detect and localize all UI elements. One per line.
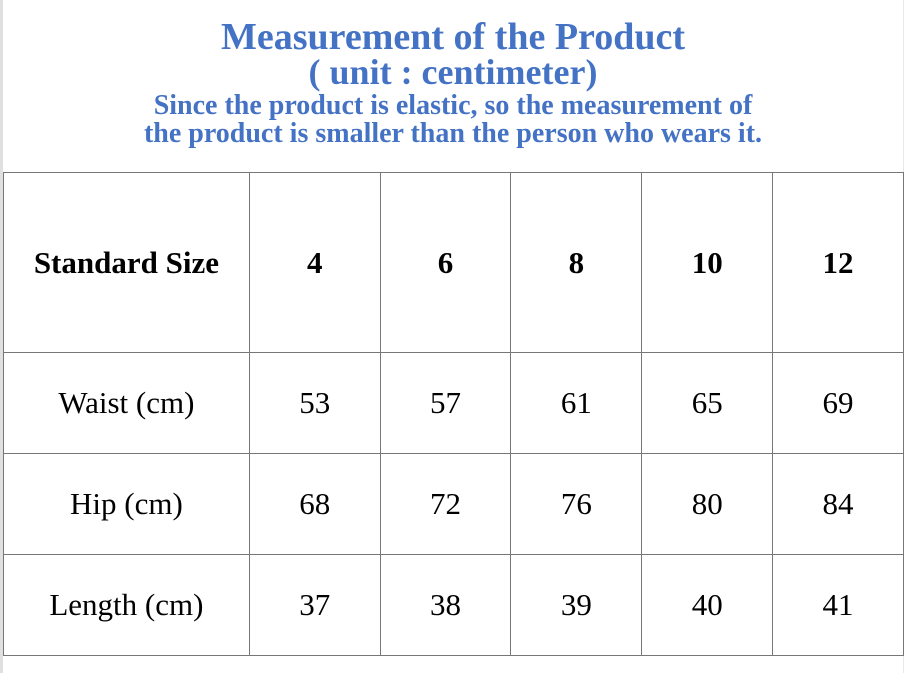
title: Measurement of the Product (221, 16, 685, 58)
table-cell: 61 (510, 352, 643, 454)
header-cell: 12 (772, 172, 904, 353)
note-line-2: the product is smaller than the person w… (143, 118, 763, 149)
row-label: Length (cm) (3, 554, 250, 656)
table-cell: 72 (379, 453, 512, 555)
table-cell: 76 (510, 453, 643, 555)
table-cell: 68 (248, 453, 381, 555)
table-cell: 80 (641, 453, 774, 555)
table-cell: 65 (641, 352, 774, 454)
header-cell: 8 (510, 172, 643, 353)
table-row: Length (cm) 37 38 39 40 41 (3, 554, 904, 656)
table-header-row: Standard Size 4 6 8 10 12 (3, 172, 904, 353)
table-cell: 38 (379, 554, 512, 656)
table-cell: 53 (248, 352, 381, 454)
unit-subtitle: ( unit : centimeter) (308, 52, 598, 92)
table-cell: 37 (248, 554, 381, 656)
table-row: Hip (cm) 68 72 76 80 84 (3, 453, 904, 555)
header-cell: 10 (641, 172, 774, 353)
header-cell: 6 (379, 172, 512, 353)
row-label: Hip (cm) (3, 453, 250, 555)
left-edge (0, 0, 3, 673)
table-cell: 40 (641, 554, 774, 656)
table-cell: 41 (772, 554, 904, 656)
header-cell: Standard Size (3, 172, 250, 353)
header-cell: 4 (248, 172, 381, 353)
table-cell: 39 (510, 554, 643, 656)
table-cell: 69 (772, 352, 904, 454)
table-cell: 84 (772, 453, 904, 555)
table-cell: 57 (379, 352, 512, 454)
table-row: Waist (cm) 53 57 61 65 69 (3, 352, 904, 454)
row-label: Waist (cm) (3, 352, 250, 454)
size-table: Standard Size 4 6 8 10 12 Waist (cm) 53 … (3, 172, 904, 656)
note-line-1: Since the product is elastic, so the mea… (153, 90, 753, 121)
